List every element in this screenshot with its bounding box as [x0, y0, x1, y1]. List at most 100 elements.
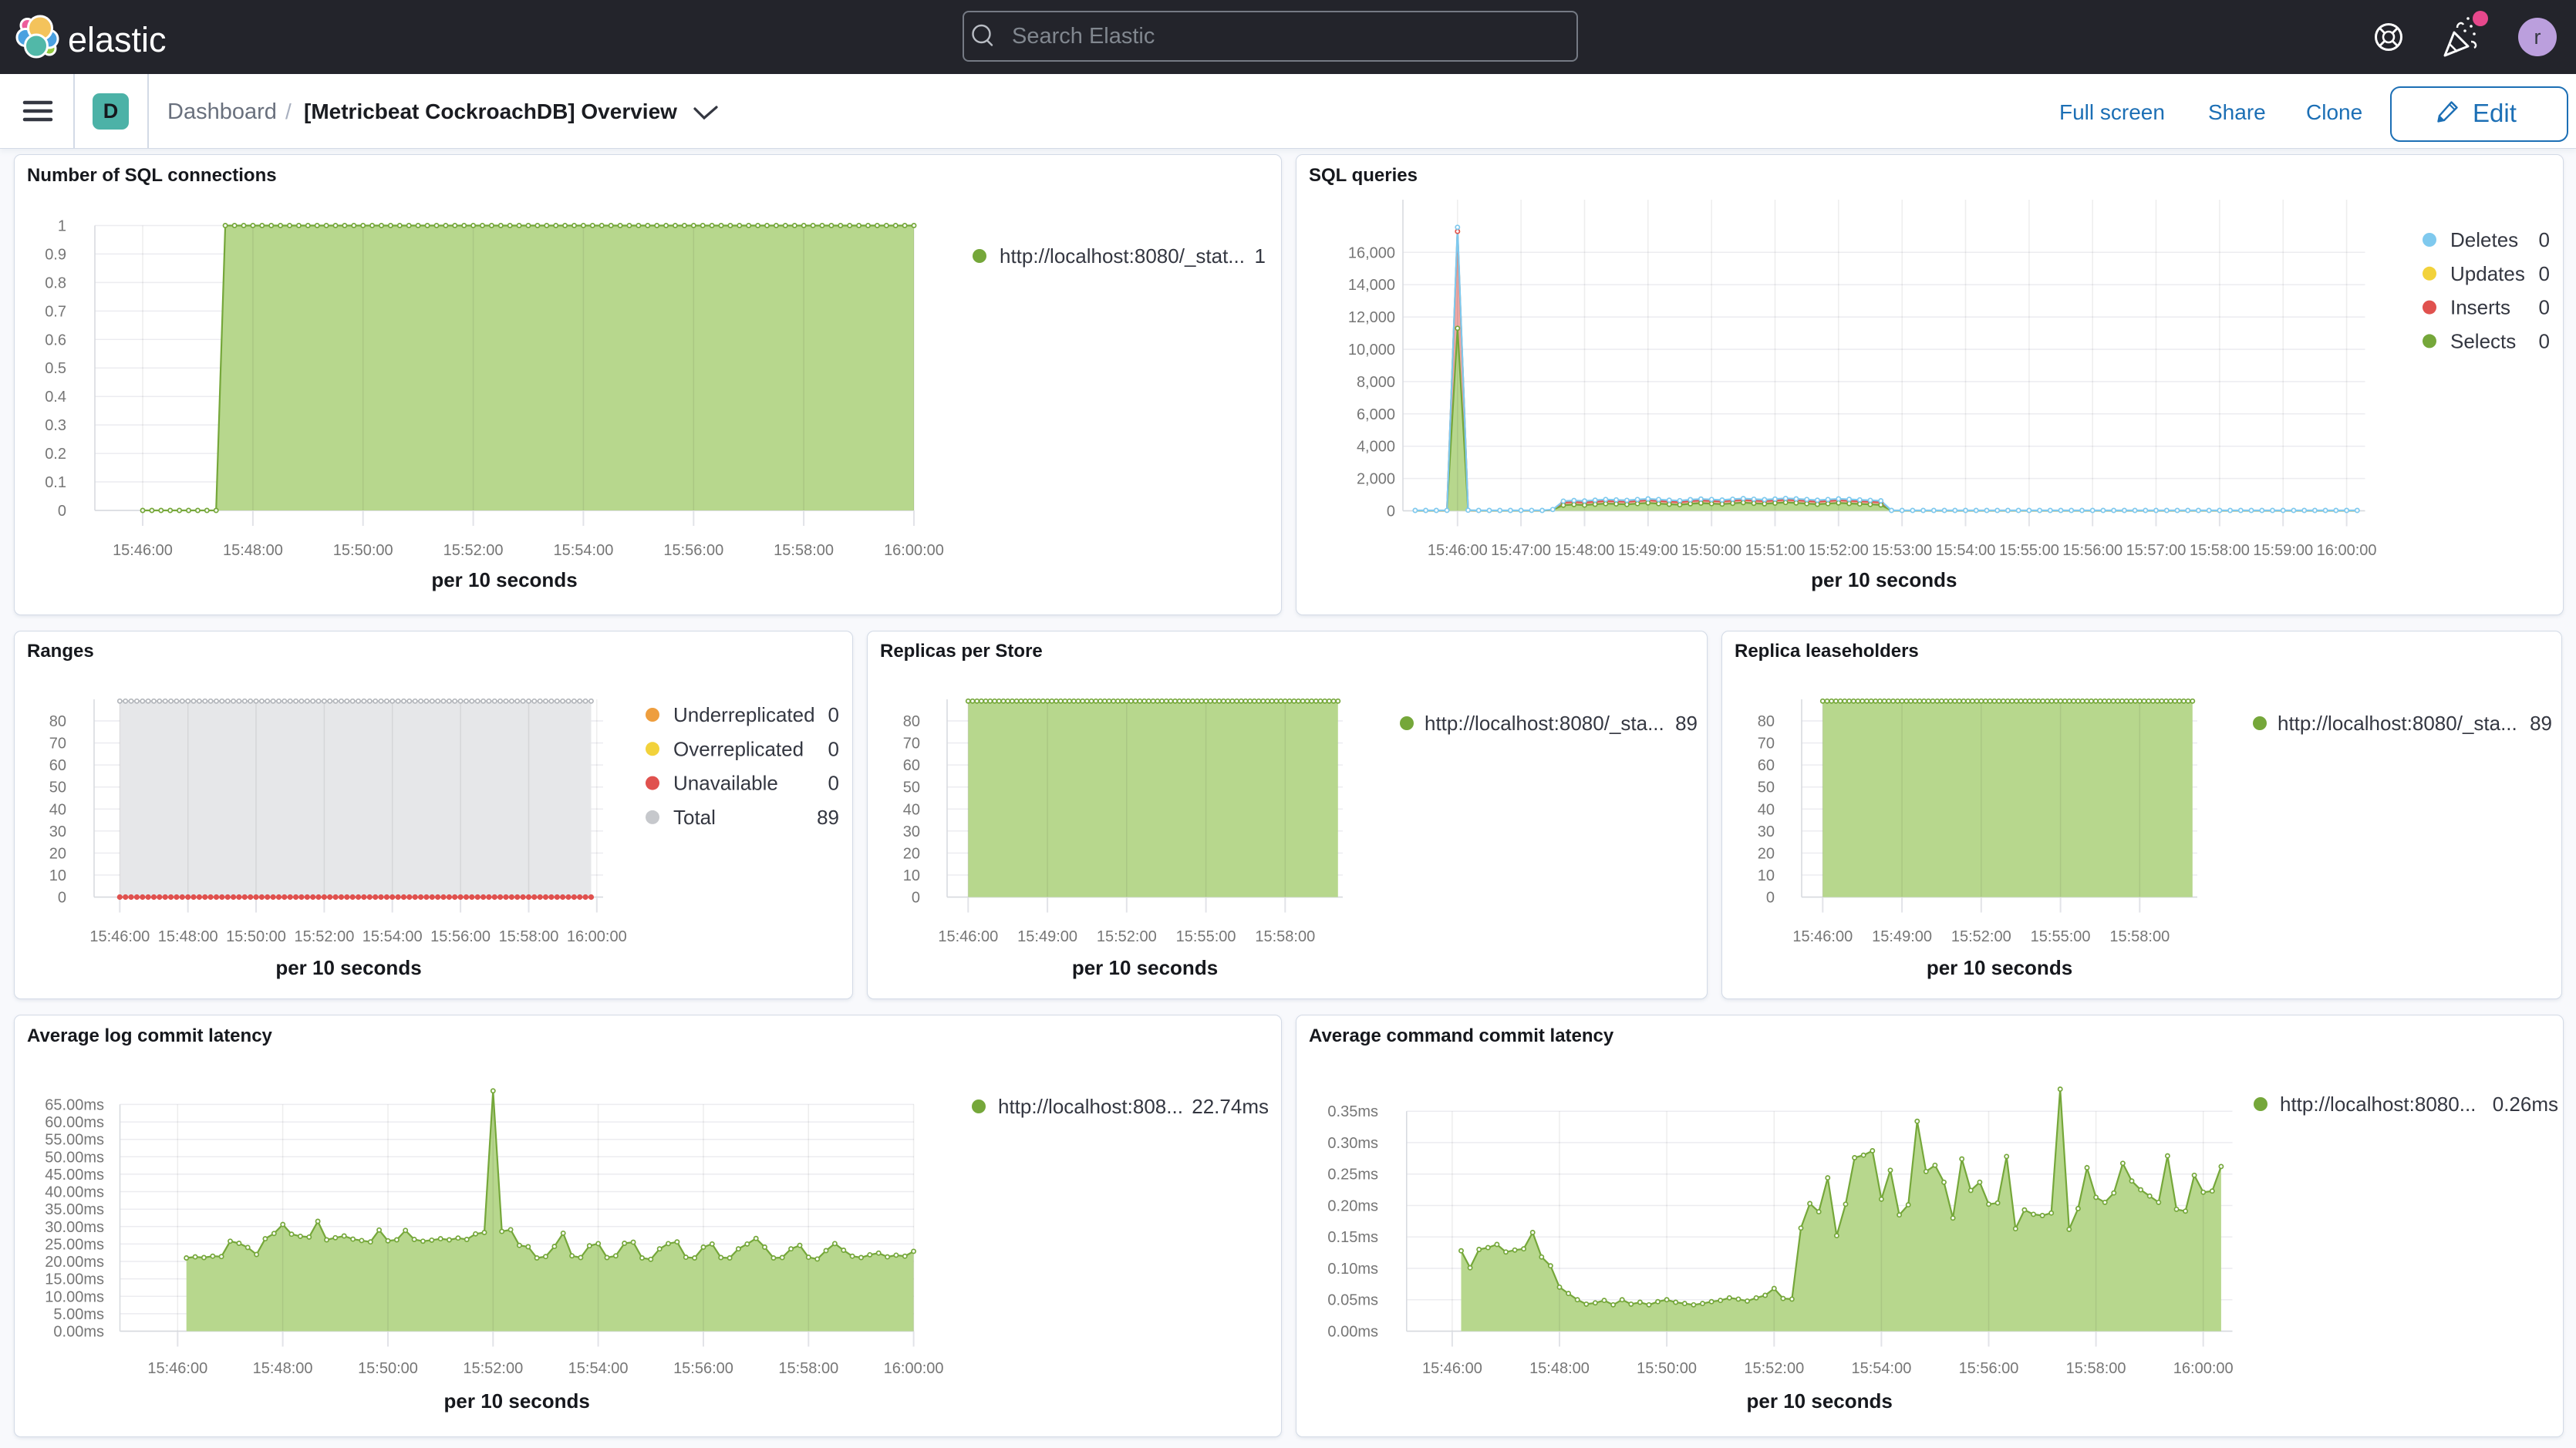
svg-text:0.26ms: 0.26ms — [2493, 1093, 2558, 1116]
svg-text:Average command commit latency: Average command commit latency — [1309, 1025, 1614, 1046]
svg-text:15:46:00: 15:46:00 — [89, 928, 150, 945]
svg-text:16,000: 16,000 — [1348, 244, 1395, 261]
svg-text:14,000: 14,000 — [1348, 277, 1395, 294]
svg-text:15:54:00: 15:54:00 — [362, 928, 423, 945]
svg-text:Replica leaseholders: Replica leaseholders — [1735, 641, 1919, 662]
svg-text:Replicas per Store: Replicas per Store — [880, 641, 1043, 662]
svg-text:15:46:00: 15:46:00 — [147, 1360, 207, 1377]
svg-text:0.05ms: 0.05ms — [1327, 1292, 1378, 1309]
svg-text:0.00ms: 0.00ms — [53, 1324, 104, 1341]
svg-text:50: 50 — [49, 780, 66, 796]
svg-text:0: 0 — [828, 737, 839, 760]
svg-text:0.20ms: 0.20ms — [1327, 1198, 1378, 1215]
svg-text:15:54:00: 15:54:00 — [1936, 542, 1996, 559]
svg-text:Underreplicated: Underreplicated — [673, 703, 815, 726]
svg-text:15:53:00: 15:53:00 — [1872, 542, 1932, 559]
svg-text:15:56:00: 15:56:00 — [430, 928, 491, 945]
svg-text:15:48:00: 15:48:00 — [1529, 1360, 1590, 1377]
svg-text:70: 70 — [49, 736, 66, 753]
svg-text:80: 80 — [1758, 713, 1775, 730]
svg-text:0: 0 — [58, 503, 66, 520]
svg-text:15:52:00: 15:52:00 — [294, 928, 354, 945]
svg-text:16:00:00: 16:00:00 — [567, 928, 627, 945]
svg-text:0: 0 — [2539, 296, 2550, 319]
svg-text:40: 40 — [1758, 801, 1775, 818]
svg-text:35.00ms: 35.00ms — [45, 1201, 104, 1218]
svg-text:0.3: 0.3 — [45, 417, 66, 434]
svg-text:15:48:00: 15:48:00 — [1555, 542, 1615, 559]
svg-text:15:52:00: 15:52:00 — [1097, 928, 1157, 945]
svg-text:15:52:00: 15:52:00 — [463, 1360, 523, 1377]
svg-text:per 10 seconds: per 10 seconds — [444, 1389, 590, 1413]
svg-text:0.35ms: 0.35ms — [1327, 1103, 1378, 1120]
svg-text:2,000: 2,000 — [1357, 471, 1395, 488]
svg-text:30: 30 — [49, 823, 66, 840]
svg-text:89: 89 — [2530, 712, 2552, 735]
svg-text:http://localhost:8080/_sta...: http://localhost:8080/_sta... — [2278, 712, 2517, 735]
svg-text:30.00ms: 30.00ms — [45, 1219, 104, 1236]
svg-text:6,000: 6,000 — [1357, 406, 1395, 423]
svg-text:15:50:00: 15:50:00 — [1637, 1360, 1697, 1377]
svg-text:0.30ms: 0.30ms — [1327, 1135, 1378, 1152]
svg-text:15:56:00: 15:56:00 — [673, 1360, 733, 1377]
svg-text:12,000: 12,000 — [1348, 309, 1395, 326]
svg-text:0: 0 — [1387, 503, 1395, 520]
svg-text:0.10ms: 0.10ms — [1327, 1261, 1378, 1278]
svg-text:0: 0 — [828, 703, 839, 726]
svg-text:15:50:00: 15:50:00 — [226, 928, 286, 945]
svg-text:65.00ms: 65.00ms — [45, 1096, 104, 1113]
svg-text:89: 89 — [817, 806, 839, 829]
svg-text:15:55:00: 15:55:00 — [2031, 928, 2091, 945]
svg-text:15:46:00: 15:46:00 — [938, 928, 998, 945]
svg-text:15:56:00: 15:56:00 — [2062, 542, 2123, 559]
svg-text:16:00:00: 16:00:00 — [884, 1360, 944, 1377]
svg-text:25.00ms: 25.00ms — [45, 1236, 104, 1253]
svg-text:0.2: 0.2 — [45, 446, 66, 463]
svg-text:10: 10 — [49, 867, 66, 884]
svg-text:0: 0 — [58, 890, 66, 907]
svg-text:15:48:00: 15:48:00 — [223, 542, 283, 559]
svg-text:20: 20 — [903, 845, 920, 862]
svg-text:55.00ms: 55.00ms — [45, 1132, 104, 1149]
svg-text:Deletes: Deletes — [2450, 228, 2518, 251]
svg-text:1: 1 — [1255, 244, 1266, 268]
svg-text:Number of SQL connections: Number of SQL connections — [27, 165, 277, 186]
svg-text:15:52:00: 15:52:00 — [1951, 928, 2011, 945]
svg-text:http://localhost:8080...: http://localhost:8080... — [2280, 1093, 2476, 1116]
svg-text:4,000: 4,000 — [1357, 439, 1395, 456]
svg-text:0.9: 0.9 — [45, 246, 66, 263]
svg-text:15:58:00: 15:58:00 — [778, 1360, 838, 1377]
svg-text:0: 0 — [2539, 228, 2550, 251]
svg-text:15:56:00: 15:56:00 — [663, 542, 723, 559]
svg-text:10,000: 10,000 — [1348, 342, 1395, 359]
svg-text:15:55:00: 15:55:00 — [1999, 542, 2059, 559]
svg-text:per 10 seconds: per 10 seconds — [1927, 956, 2072, 979]
svg-text:15:49:00: 15:49:00 — [1618, 542, 1678, 559]
svg-text:50: 50 — [1758, 780, 1775, 796]
svg-text:15:46:00: 15:46:00 — [113, 542, 173, 559]
svg-text:per 10 seconds: per 10 seconds — [1811, 568, 1957, 591]
svg-text:16:00:00: 16:00:00 — [2317, 542, 2377, 559]
svg-text:15:58:00: 15:58:00 — [499, 928, 559, 945]
svg-text:0.6: 0.6 — [45, 332, 66, 349]
svg-text:20.00ms: 20.00ms — [45, 1254, 104, 1271]
svg-text:15:58:00: 15:58:00 — [2066, 1360, 2126, 1377]
svg-text:40: 40 — [903, 801, 920, 818]
svg-text:per 10 seconds: per 10 seconds — [1747, 1389, 1893, 1413]
svg-text:15:54:00: 15:54:00 — [1851, 1360, 1911, 1377]
svg-text:60: 60 — [1758, 757, 1775, 774]
svg-text:0.15ms: 0.15ms — [1327, 1229, 1378, 1246]
svg-text:15:57:00: 15:57:00 — [2126, 542, 2187, 559]
svg-text:89: 89 — [1675, 712, 1698, 735]
svg-text:15:49:00: 15:49:00 — [1017, 928, 1077, 945]
svg-text:0.7: 0.7 — [45, 303, 66, 320]
svg-text:15:51:00: 15:51:00 — [1745, 542, 1806, 559]
svg-text:50.00ms: 50.00ms — [45, 1149, 104, 1166]
svg-text:20: 20 — [49, 845, 66, 862]
svg-text:10: 10 — [903, 867, 920, 884]
svg-text:15:46:00: 15:46:00 — [1792, 928, 1853, 945]
svg-text:Selects: Selects — [2450, 329, 2516, 352]
svg-text:http://localhost:8080/_stat...: http://localhost:8080/_stat... — [1000, 244, 1245, 268]
svg-text:15:50:00: 15:50:00 — [1681, 542, 1741, 559]
svg-text:Average log commit latency: Average log commit latency — [27, 1025, 273, 1046]
